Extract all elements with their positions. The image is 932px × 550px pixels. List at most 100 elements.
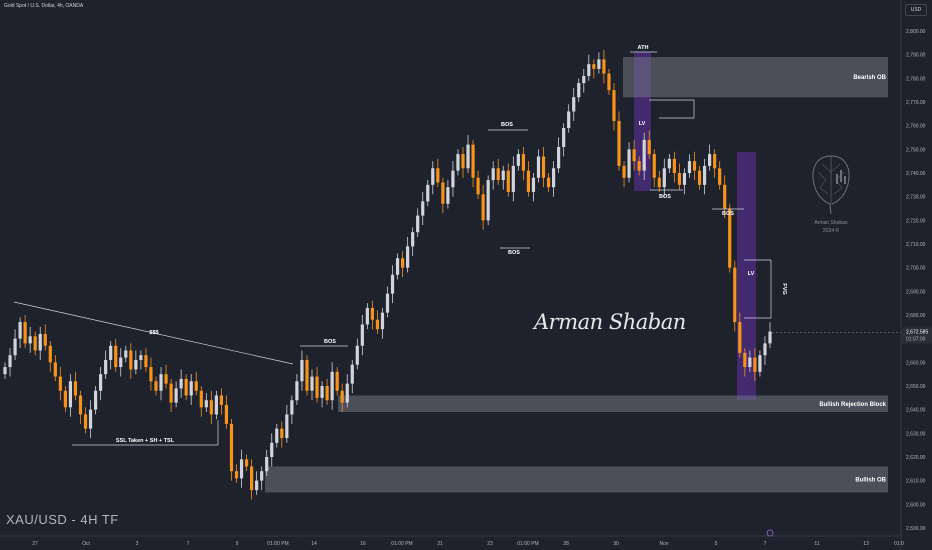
candle-body: [748, 357, 752, 368]
candle-body: [461, 154, 465, 169]
price-tick-label: 2,690.00: [906, 289, 926, 295]
price-tick-label: 2,630.00: [906, 431, 926, 437]
candle-body: [194, 381, 198, 391]
candle-body: [330, 371, 334, 401]
candle-body: [647, 139, 651, 155]
candle-body: [184, 378, 188, 396]
candle-body: [441, 182, 445, 204]
candle-body: [270, 442, 274, 457]
candle-body: [370, 307, 375, 320]
candle-body: [265, 457, 269, 472]
candle-body: [768, 331, 772, 344]
time-tick-label: 7: [764, 541, 767, 547]
annotations-layer: $$$ SSL Taken + SH + TSL BOS BOS BOS ATH LV BOS…: [13, 45, 787, 446]
candle-body: [662, 168, 666, 188]
candle-body: [491, 168, 495, 181]
candle-body: [275, 428, 279, 443]
time-tick-label: 21: [437, 541, 443, 547]
candle-body: [375, 319, 380, 330]
bos-label: BOS: [659, 194, 671, 200]
candle-body: [476, 177, 480, 195]
candle-body: [416, 215, 420, 233]
candle-body: [431, 168, 435, 185]
candle-body: [501, 170, 505, 181]
brain-icon: [812, 155, 850, 215]
candle-body: [360, 324, 364, 346]
time-tick-label: 01:00 PM: [517, 541, 538, 547]
time-tick-label: 01:0: [894, 541, 904, 547]
candle-body: [8, 355, 12, 368]
price-tick-label: 2,780.00: [906, 76, 926, 82]
candle-body: [612, 90, 616, 121]
time-tick-label: 5: [715, 541, 718, 547]
candles-layer: [3, 49, 772, 500]
candle-body: [546, 177, 551, 188]
candle-body: [149, 367, 153, 382]
time-tick-label: Oct: [82, 541, 90, 547]
candle-body: [53, 362, 57, 377]
candle-body: [159, 374, 163, 391]
candle-body: [214, 395, 218, 415]
ath-label: ATH: [638, 45, 649, 51]
candle-body: [340, 390, 344, 403]
time-tick-label: 7: [187, 541, 190, 547]
bos-label: BOS: [501, 122, 513, 128]
time-tick-label: 01:00 PM: [391, 541, 412, 547]
zone-label: Bearish OB: [853, 75, 886, 81]
candle-body: [320, 386, 324, 398]
price-tick-label: 2,610.00: [906, 479, 926, 485]
currency-button[interactable]: USD: [905, 4, 927, 16]
candle-body: [139, 355, 143, 360]
time-tick-label: 11: [814, 541, 819, 547]
candle-body: [567, 111, 571, 129]
logo-caption: Arman Shaban: [814, 220, 848, 226]
candle-body: [400, 258, 405, 268]
candle-body: [114, 345, 118, 368]
time-tick-label: 27: [32, 541, 38, 547]
candle-body: [179, 378, 183, 389]
candle-body: [697, 170, 702, 185]
candle-body: [551, 168, 556, 188]
candle-body: [325, 386, 329, 401]
fvg-label: FVG: [781, 283, 787, 294]
event-marker-icon: [766, 529, 774, 537]
time-axis[interactable]: 27 Oct 3 7 9 01:00 PM 14 16 01:00 PM 21 23 01:00 PM…: [32, 541, 904, 547]
price-axis[interactable]: 2,800.00 2,790.00 2,780.00 2,770.00 2,760.00…: [906, 29, 926, 532]
price-tick-label: 2,600.00: [906, 502, 926, 508]
candle-body: [3, 367, 7, 375]
candle-body: [355, 345, 359, 365]
price-tick-label: 2,590.00: [906, 526, 926, 532]
zone-label: Bullish OB: [855, 477, 886, 483]
candle-body: [718, 168, 722, 185]
candle-body: [602, 59, 606, 74]
candle-body: [234, 471, 239, 479]
candle-body: [521, 154, 525, 171]
ssl-label: SSL Taken + SH + TSL: [116, 438, 175, 444]
candle-body: [632, 149, 636, 162]
candle-body: [743, 352, 747, 368]
time-tick-label: 16: [360, 541, 366, 547]
price-tick-label: 2,800.00: [906, 29, 926, 35]
candle-body: [481, 194, 485, 221]
candle-body: [124, 350, 128, 358]
time-tick-label: 28: [563, 541, 569, 547]
author-signature: Arman Shaban: [534, 310, 686, 334]
price-tick-label: 2,710.00: [906, 242, 926, 248]
candle-body: [577, 83, 581, 98]
price-tick-label: 2,640.00: [906, 408, 926, 414]
current-price-label: 2,672.585: [906, 330, 928, 336]
candle-body: [657, 177, 661, 188]
candle-body: [93, 390, 98, 410]
candle-body: [134, 359, 138, 370]
candle-body: [758, 355, 762, 372]
candle-body: [682, 173, 687, 185]
countdown-label: 01:07:00: [906, 337, 926, 343]
candle-body: [295, 381, 299, 401]
price-tick-label: 2,730.00: [906, 195, 926, 201]
candle-body: [99, 374, 103, 391]
candle-body: [350, 364, 354, 384]
candle-body: [572, 97, 576, 112]
liquidity-line: [13, 301, 294, 365]
candle-body: [169, 383, 173, 403]
